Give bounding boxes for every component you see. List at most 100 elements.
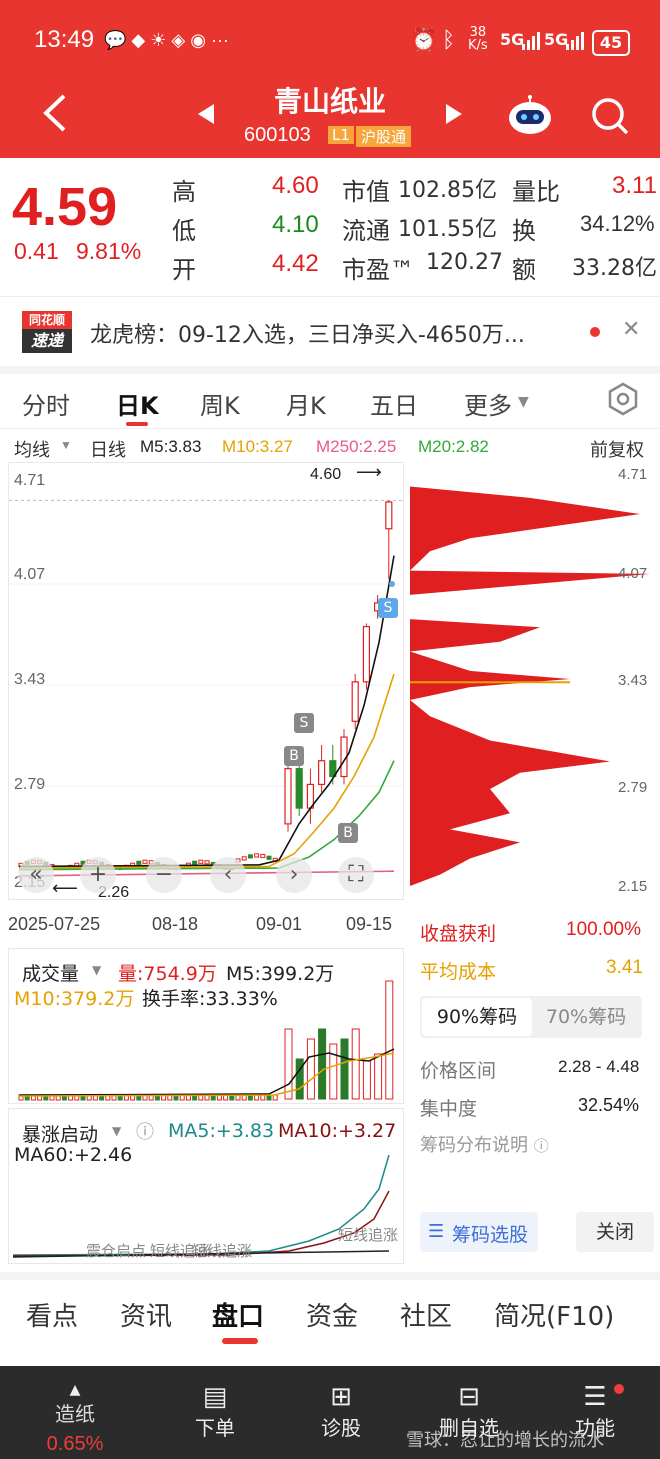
signal-tag: 短线追涨 <box>192 1242 253 1260</box>
ma-type-select[interactable]: 均线 <box>14 440 50 460</box>
diagnose-button[interactable]: ⊞ 诊股 <box>296 1382 386 1441</box>
float-label: 流通 <box>342 217 390 245</box>
y-label: 4.07 <box>14 566 46 583</box>
tab-news[interactable]: 资讯 <box>120 1302 173 1332</box>
volume-bar <box>329 1043 338 1100</box>
tab-more[interactable]: 更多 <box>464 392 512 420</box>
candle <box>362 626 370 683</box>
next-stock-button[interactable] <box>446 104 462 128</box>
ma10-line <box>12 1190 390 1257</box>
remove-favorite-button[interactable]: ⊟ 删自选 <box>424 1382 514 1441</box>
tab-funds[interactable]: 资金 <box>306 1302 359 1332</box>
plus-icon: + <box>88 862 108 887</box>
concentration-label: 集中度 <box>420 1098 478 1120</box>
sector-button[interactable]: ▲ 造纸 0.65% <box>30 1382 120 1456</box>
back-button[interactable] <box>40 92 70 138</box>
kline-chart[interactable] <box>8 462 404 900</box>
chip-y-label: 2.15 <box>618 878 648 895</box>
chart-settings-button[interactable] <box>606 382 640 420</box>
help-circle-icon[interactable]: ⓘ <box>136 1122 154 1143</box>
sell-marker[interactable]: S <box>378 598 398 618</box>
hexagon-settings-icon <box>608 382 638 416</box>
signal-bars-icon <box>522 32 540 50</box>
scroll-right-button[interactable]: › <box>276 857 312 893</box>
indicator-title[interactable]: 暴涨启动 <box>22 1124 99 1146</box>
candle <box>142 859 148 864</box>
tab-order-book[interactable]: 盘口 <box>212 1302 265 1332</box>
volume-bar <box>385 980 394 1100</box>
chip-explain-link[interactable]: 筹码分布说明 ⓘ <box>420 1135 549 1156</box>
unread-dot <box>590 327 600 337</box>
x-label: 08-18 <box>152 914 199 934</box>
prev-stock-button[interactable] <box>198 104 214 128</box>
volume-bar <box>284 1028 293 1100</box>
active-tab-indicator <box>126 422 148 426</box>
tab-weekly-k[interactable]: 周K <box>200 392 240 420</box>
high-value: 4.60 <box>272 172 319 199</box>
buy-marker[interactable]: B <box>338 823 358 843</box>
chip-select-button[interactable]: ☰ 筹码选股 <box>420 1212 538 1252</box>
sell-marker[interactable]: S <box>294 713 314 733</box>
search-button[interactable] <box>590 96 630 140</box>
period-label: 日线 <box>90 440 126 460</box>
tab-highlights[interactable]: 看点 <box>26 1302 79 1332</box>
zoom-in-button[interactable]: + <box>80 857 116 893</box>
volume-bar <box>295 1058 304 1100</box>
volume-bar <box>362 1060 371 1100</box>
fullscreen-button[interactable]: ⛶ <box>338 857 374 893</box>
tab-community[interactable]: 社区 <box>400 1302 453 1332</box>
vr-label: 量比 <box>512 178 560 206</box>
notification-icons: 💬 ◆ ☀ ◈ ◉ ··· <box>104 30 229 50</box>
more-dropdown-icon: ▼ <box>518 394 529 410</box>
bottom-nav <box>0 1366 660 1459</box>
tab-90-chip[interactable]: 90%筹码 <box>422 998 532 1036</box>
indicator-chart[interactable] <box>8 1108 404 1264</box>
adjust-mode[interactable]: 前复权 <box>590 440 644 460</box>
order-button[interactable]: ▤ 下单 <box>170 1382 260 1441</box>
tab-intraday[interactable]: 分时 <box>22 392 70 420</box>
volume-chart[interactable] <box>8 948 404 1104</box>
ma10-label: M10:3.27 <box>222 437 293 456</box>
tab-five-day[interactable]: 五日 <box>370 392 418 420</box>
dropdown-icon: ▼ <box>60 438 72 452</box>
y-label: 4.71 <box>14 472 46 489</box>
volume-ma10-line <box>18 1052 395 1097</box>
open-value: 4.42 <box>272 250 319 277</box>
volume-title[interactable]: 成交量 <box>22 963 80 985</box>
triangle-up-icon: ▲ <box>69 1382 81 1398</box>
scroll-left-fast-button[interactable]: « <box>18 857 54 893</box>
scroll-left-button[interactable]: ‹ <box>210 857 246 893</box>
divider <box>0 366 660 374</box>
candle <box>241 856 247 861</box>
tab-daily-k[interactable]: 日K <box>116 392 159 420</box>
y-label: 3.43 <box>14 671 46 688</box>
buy-marker[interactable]: B <box>284 746 304 766</box>
tab-70-chip[interactable]: 70%筹码 <box>545 1006 627 1028</box>
current-price-dot <box>389 581 395 587</box>
candle <box>254 853 260 858</box>
news-text: 龙虎榜：09-12入选，三日净买入-4650万... <box>90 323 525 348</box>
signal-tag: 震仓启点 <box>86 1242 147 1260</box>
low-label: 低 <box>172 217 196 245</box>
function-button[interactable]: ☰ 功能 <box>550 1382 640 1441</box>
zoom-out-button[interactable]: − <box>146 857 182 893</box>
tab-monthly-k[interactable]: 月K <box>286 392 326 420</box>
max-price-note: 4.60 <box>310 466 342 483</box>
volume-ma5-line <box>18 1048 395 1096</box>
candle <box>284 768 292 825</box>
active-tab-indicator <box>222 1338 258 1344</box>
news-bar[interactable]: 同花顺 速递 龙虎榜：09-12入选，三日净买入-4650万... ✕ <box>0 296 660 367</box>
chip-distribution-chart[interactable] <box>410 462 654 898</box>
candle <box>204 860 210 865</box>
chevron-right-icon: › <box>289 862 299 887</box>
robot-assistant-button[interactable] <box>506 94 554 140</box>
turnover-value: 34.12% <box>580 211 655 236</box>
search-icon <box>592 98 629 135</box>
volume-m10: M10:379.2万 <box>14 988 135 1010</box>
indicator-ma10: MA10:+3.27 <box>278 1120 397 1142</box>
pe-label: 市盈™ <box>342 256 414 284</box>
tab-profile-f10[interactable]: 简况(F10) <box>494 1302 615 1332</box>
close-news-button[interactable]: ✕ <box>622 317 640 342</box>
chip-close-button[interactable]: 关闭 <box>576 1212 654 1252</box>
avg-cost-value: 3.41 <box>606 957 643 978</box>
